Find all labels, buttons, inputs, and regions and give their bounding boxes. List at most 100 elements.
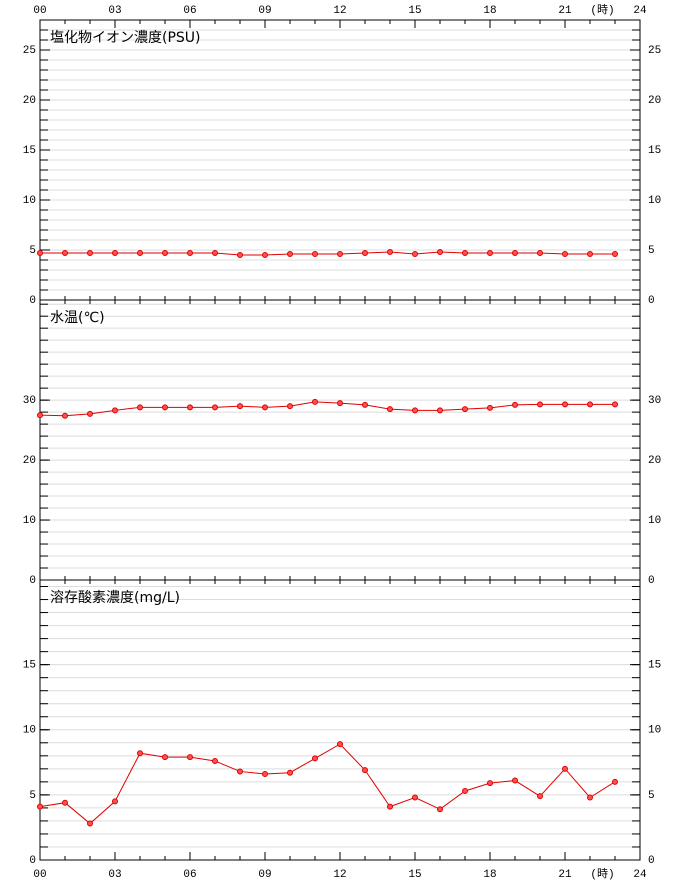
y-tick-label: 5	[29, 245, 36, 257]
data-point	[262, 252, 268, 258]
data-point	[287, 769, 293, 776]
data-point	[412, 251, 418, 257]
data-point	[262, 771, 268, 778]
data-point	[37, 803, 43, 810]
x-tick-label: 12	[333, 5, 346, 17]
x-tick-label: 00	[33, 869, 46, 880]
data-point	[287, 403, 293, 410]
chart-title: 溶存酸素濃度(mg/L)	[50, 590, 180, 606]
data-point	[537, 793, 543, 800]
y-tick-label: 0	[29, 575, 36, 587]
data-point	[612, 251, 618, 257]
y-tick-label: 0	[29, 855, 36, 867]
data-point	[362, 250, 368, 256]
data-point	[62, 412, 68, 419]
data-point	[587, 401, 593, 408]
data-point	[437, 407, 443, 414]
data-point	[137, 250, 143, 256]
data-point	[537, 401, 543, 408]
y-tick-label: 10	[23, 195, 36, 207]
x-tick-label: 09	[258, 5, 271, 17]
y-tick-label: 20	[23, 95, 36, 107]
data-point	[112, 798, 118, 805]
y-tick-label: 0	[648, 295, 655, 307]
y-tick-label: 5	[648, 245, 655, 257]
data-point	[612, 778, 618, 785]
data-point	[487, 780, 493, 787]
x-tick-label: 15	[408, 869, 421, 880]
y-tick-label: 15	[648, 145, 661, 157]
data-point	[262, 404, 268, 411]
data-point	[412, 407, 418, 414]
data-line	[39, 743, 616, 825]
data-point	[487, 250, 493, 256]
data-point	[137, 404, 143, 411]
data-point	[212, 404, 218, 411]
data-point	[562, 401, 568, 408]
data-point	[212, 758, 218, 765]
y-tick-label: 10	[648, 725, 661, 737]
data-point	[512, 777, 518, 784]
y-tick-label: 20	[648, 95, 661, 107]
data-point	[362, 767, 368, 774]
data-point	[462, 250, 468, 256]
x-unit: (時)	[590, 867, 614, 880]
y-tick-label: 5	[648, 790, 655, 802]
data-point	[62, 250, 68, 256]
x-tick-label: 24	[633, 5, 647, 17]
data-point	[387, 249, 393, 255]
data-point	[437, 806, 443, 813]
data-point	[87, 410, 93, 417]
data-point	[337, 251, 343, 257]
y-tick-label: 20	[23, 455, 36, 467]
data-point	[562, 765, 568, 772]
data-point	[312, 251, 318, 257]
data-point	[537, 250, 543, 256]
y-tick-label: 15	[23, 145, 36, 157]
x-tick-label: 03	[108, 869, 121, 880]
data-point	[387, 406, 393, 413]
data-point	[437, 249, 443, 255]
data-point	[287, 251, 293, 257]
data-point	[187, 754, 193, 761]
y-tick-label: 20	[648, 455, 661, 467]
data-point	[87, 250, 93, 256]
data-point	[237, 403, 243, 410]
y-tick-label: 30	[648, 395, 661, 407]
x-tick-label: 03	[108, 5, 121, 17]
data-point	[337, 741, 343, 748]
y-tick-label: 30	[23, 395, 36, 407]
y-tick-label: 15	[23, 660, 36, 672]
data-point	[187, 250, 193, 256]
chart-title: 塩化物イオン濃度(PSU)	[50, 30, 201, 46]
data-point	[612, 401, 618, 408]
data-point	[362, 401, 368, 408]
x-tick-label: 21	[558, 869, 572, 880]
data-line	[39, 401, 615, 417]
y-tick-label: 0	[648, 855, 655, 867]
data-point	[87, 820, 93, 827]
y-tick-label: 5	[29, 790, 36, 802]
x-tick-label: 18	[483, 5, 496, 17]
data-point	[337, 400, 343, 407]
y-tick-label: 15	[648, 660, 661, 672]
plot-frame	[39, 299, 641, 581]
data-point	[487, 404, 493, 411]
x-tick-label: 00	[33, 5, 46, 17]
data-point	[462, 787, 468, 794]
data-point	[462, 406, 468, 413]
y-tick-label: 10	[23, 725, 36, 737]
y-tick-label: 25	[648, 45, 661, 57]
data-point	[137, 750, 143, 757]
x-tick-label: 09	[258, 869, 271, 880]
x-unit: (時)	[590, 3, 614, 17]
data-point	[387, 803, 393, 810]
data-point	[237, 252, 243, 258]
data-point	[112, 250, 118, 256]
y-tick-label: 10	[23, 515, 36, 527]
data-point	[237, 768, 243, 775]
data-point	[112, 407, 118, 414]
data-point	[562, 251, 568, 257]
x-tick-label: 15	[408, 5, 421, 17]
data-point	[512, 401, 518, 408]
